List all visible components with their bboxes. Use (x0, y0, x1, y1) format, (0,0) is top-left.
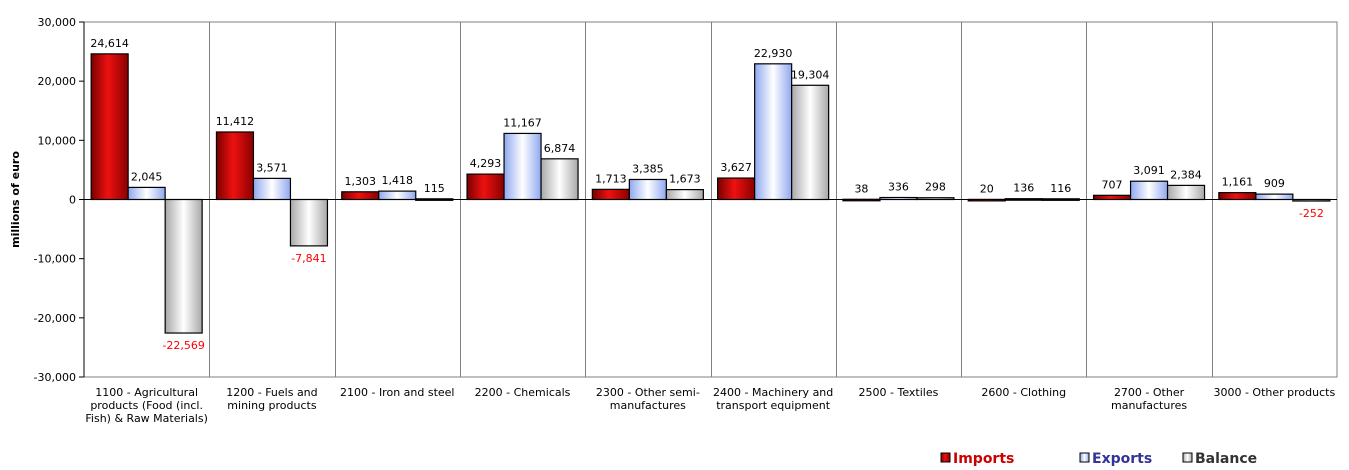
bar-imports (591, 188, 630, 201)
bar-balance (289, 198, 329, 247)
y-tick-label: -20,000 (34, 312, 76, 325)
y-tick-label: -10,000 (34, 253, 76, 266)
data-label-exports: 3,385 (632, 162, 664, 175)
bar-balance (665, 189, 704, 201)
y-tick-label: 20,000 (38, 75, 77, 88)
data-label-imports: 1,161 (1222, 176, 1254, 189)
bar-balance (540, 158, 579, 201)
category-label: 2100 - Iron and steel (340, 386, 455, 399)
bar-exports (127, 186, 166, 201)
y-tick-label: -30,000 (34, 371, 76, 384)
data-label-imports: 4,293 (470, 157, 502, 170)
bar-exports (754, 63, 793, 201)
bar-imports (1218, 192, 1257, 201)
bar-exports (503, 132, 542, 201)
data-label-balance: 1,673 (669, 173, 701, 186)
data-label-imports: 20 (980, 182, 994, 195)
data-label-imports: 1,713 (595, 172, 627, 185)
bar-balance (1166, 184, 1206, 201)
bar-imports (341, 191, 380, 201)
legend-swatch-exports (1079, 452, 1090, 463)
data-label-exports: 3,571 (256, 161, 288, 174)
data-label-imports: 11,412 (216, 115, 255, 128)
bar-imports (1092, 194, 1132, 201)
data-label-imports: 3,627 (720, 161, 752, 174)
data-label-exports: 136 (1013, 182, 1034, 195)
data-label-exports: 909 (1264, 177, 1285, 190)
bar-exports (1129, 180, 1169, 201)
legend-swatch-balance (1182, 452, 1193, 463)
data-label-balance: 298 (925, 181, 946, 194)
data-label-balance: 6,874 (544, 142, 576, 155)
bar-exports (378, 190, 417, 201)
category-label: 2700 - Other manufactures (1111, 386, 1187, 412)
data-label-exports: 1,418 (382, 174, 414, 187)
bar-imports (466, 173, 505, 201)
data-label-balance: -252 (1299, 207, 1324, 220)
data-label-imports: 1,303 (345, 175, 377, 188)
bar-balance (791, 84, 830, 201)
category-label: 3000 - Other products (1213, 386, 1335, 399)
data-label-exports: 11,167 (503, 116, 542, 129)
bar-exports (1255, 193, 1294, 201)
legend-label-exports: Exports (1092, 451, 1152, 467)
data-label-balance: 2,384 (1170, 168, 1202, 181)
bar-imports (90, 53, 129, 201)
y-axis-title: millions of euro (9, 151, 22, 248)
category-label: 2200 - Chemicals (475, 386, 571, 399)
bar-balance (164, 198, 203, 334)
y-tick-label: 10,000 (38, 134, 77, 147)
data-label-exports: 2,045 (131, 170, 163, 183)
data-label-balance: 19,304 (791, 68, 830, 81)
y-tick-label: 30,000 (38, 16, 77, 29)
legend-label-imports: Imports (953, 451, 1014, 467)
data-label-exports: 22,930 (754, 47, 793, 60)
legend-swatch-imports (940, 452, 951, 463)
data-label-balance: -7,841 (291, 252, 326, 265)
category-label: 2400 - Machinery and transport equipment (713, 386, 833, 412)
data-label-balance: -22,569 (162, 339, 204, 352)
category-label: 2600 - Clothing (981, 386, 1066, 399)
y-tick-label: 0 (69, 194, 76, 207)
data-label-exports: 336 (888, 181, 909, 194)
legend-label-balance: Balance (1195, 451, 1257, 467)
category-label: 2300 - Other semi-manufactures (596, 386, 700, 412)
data-label-imports: 24,614 (90, 37, 129, 50)
data-label-balance: 116 (1050, 182, 1071, 195)
data-label-exports: 3,091 (1133, 164, 1165, 177)
bar-exports (628, 178, 667, 201)
category-label: 2500 - Textiles (859, 386, 939, 399)
category-label: 1200 - Fuels and mining products (226, 386, 317, 412)
data-label-imports: 38 (854, 182, 868, 195)
category-label: 1100 - Agricultural products (Food (incl.… (85, 386, 208, 425)
data-label-imports: 707 (1102, 178, 1123, 191)
data-label-balance: 115 (424, 182, 445, 195)
bar-imports (215, 131, 255, 201)
bar-imports (717, 177, 756, 201)
bar-exports (252, 177, 292, 201)
